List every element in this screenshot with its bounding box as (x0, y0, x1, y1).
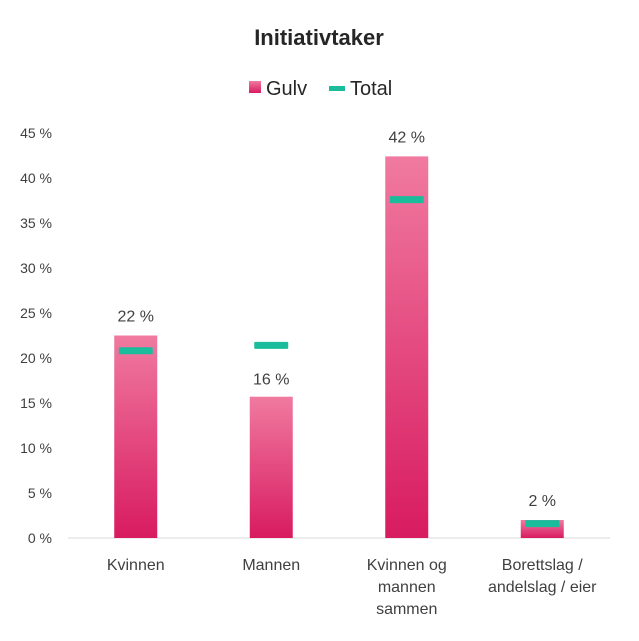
data-label: 22 % (118, 309, 154, 326)
legend-label-total: Total (350, 78, 392, 100)
total-markers (118, 196, 560, 528)
y-tick-label: 20 % (20, 350, 52, 366)
data-label: 16 % (253, 372, 289, 389)
marker-total (525, 520, 560, 528)
bar-gulv (385, 156, 429, 538)
data-labels: 22 % 16 % 42 % 2 % (118, 129, 557, 510)
category-label: Mannen (242, 557, 300, 574)
legend: Gulv Total (249, 78, 392, 100)
marker-total (389, 196, 424, 204)
category-labels: Kvinnen Mannen Kvinnen og mannen sammen Boret… (107, 557, 597, 618)
category-label: Kvinnen (107, 557, 165, 574)
y-tick-label: 35 % (20, 215, 52, 231)
marker-total (118, 347, 153, 355)
data-label: 2 % (528, 493, 556, 510)
y-tick-label: 5 % (28, 485, 52, 501)
y-tick-label: 40 % (20, 170, 52, 186)
legend-label-gulv: Gulv (266, 78, 307, 100)
legend-swatch-gulv (249, 81, 261, 93)
y-tick-label: 10 % (20, 440, 52, 456)
bar-gulv (114, 335, 158, 538)
data-label: 42 % (389, 129, 425, 146)
category-label: Borettslag / andelslag / eier (488, 557, 597, 596)
y-tick-label: 15 % (20, 395, 52, 411)
y-tick-label: 45 % (20, 125, 52, 141)
y-tick-label: 30 % (20, 260, 52, 276)
marker-total (254, 341, 289, 349)
y-tick-label: 25 % (20, 305, 52, 321)
y-tick-label: 0 % (28, 530, 52, 546)
y-axis-ticks: 0 % 5 % 10 % 15 % 20 % 25 % 30 % 35 % 40 % 45 % (20, 125, 52, 546)
chart-title: Initiativtaker (254, 25, 384, 50)
category-label: Kvinnen og mannen sammen (367, 557, 447, 618)
bars (114, 156, 564, 538)
bar-gulv (249, 396, 293, 538)
legend-swatch-total (329, 86, 345, 91)
